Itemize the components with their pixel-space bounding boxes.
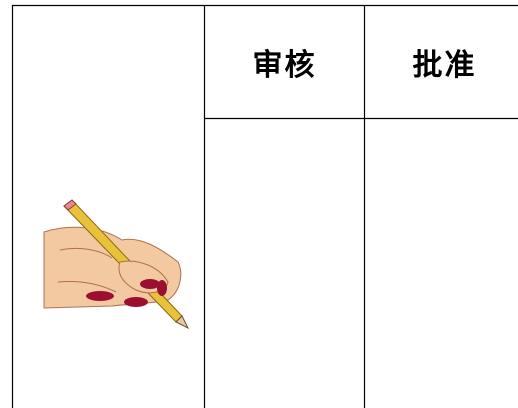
writing-hand-illustration: [43, 199, 190, 330]
header-cell: 审核: [252, 47, 317, 83]
header-cell: 批准: [412, 47, 477, 83]
table-borders: [11, 4, 518, 408]
